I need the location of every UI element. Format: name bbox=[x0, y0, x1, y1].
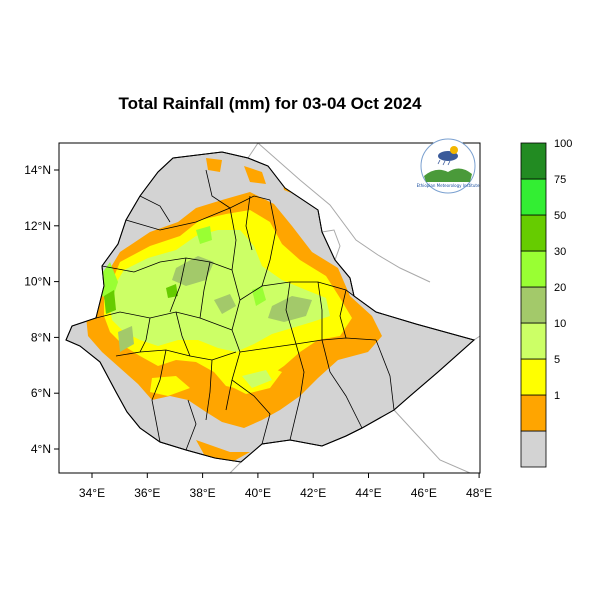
x-tick-label: 42°E bbox=[300, 486, 326, 500]
y-tick-label: 10°N bbox=[24, 275, 51, 289]
x-tick-label: 44°E bbox=[355, 486, 381, 500]
x-tick-label: 48°E bbox=[466, 486, 492, 500]
legend-swatch bbox=[520, 250, 547, 288]
y-tick-label: 6°N bbox=[31, 386, 51, 400]
ethiopia-outline bbox=[65, 151, 476, 463]
x-tick-label: 46°E bbox=[411, 486, 437, 500]
y-tick-label: 8°N bbox=[31, 330, 51, 344]
x-tick-label: 38°E bbox=[190, 486, 216, 500]
legend-colorbar: 1 5 10 20 30 50 75 100 bbox=[520, 138, 572, 468]
legend-label: 50 bbox=[554, 210, 566, 222]
y-axis: 14°N 12°N 10°N 8°N 6°N 4°N bbox=[24, 163, 59, 456]
legend-swatch bbox=[520, 214, 547, 252]
legend-label: 1 bbox=[554, 390, 560, 402]
legend-swatch bbox=[520, 142, 547, 180]
admin-boundaries bbox=[95, 169, 395, 451]
legend-swatch bbox=[520, 286, 547, 324]
map-plot-area bbox=[65, 143, 480, 473]
legend-swatch bbox=[520, 430, 547, 468]
rainfall-class-10-20 bbox=[108, 230, 330, 388]
map-title: Total Rainfall (mm) for 03-04 Oct 2024 bbox=[118, 94, 422, 113]
legend-swatch bbox=[520, 358, 547, 396]
legend-label: 30 bbox=[554, 246, 566, 258]
neighbor-borders bbox=[229, 143, 480, 473]
map-frame bbox=[58, 142, 481, 474]
rainfall-class-20-30 bbox=[118, 256, 312, 352]
legend-swatch bbox=[520, 178, 547, 216]
x-tick-label: 40°E bbox=[245, 486, 271, 500]
y-tick-label: 4°N bbox=[31, 442, 51, 456]
legend-label: 5 bbox=[554, 354, 560, 366]
legend-label: 10 bbox=[554, 318, 566, 330]
y-tick-label: 14°N bbox=[24, 163, 51, 177]
legend-label: 100 bbox=[554, 138, 572, 150]
legend-swatch bbox=[520, 322, 547, 360]
rainfall-class-50-75 bbox=[104, 284, 178, 314]
x-tick-label: 36°E bbox=[134, 486, 160, 500]
legend-label: 75 bbox=[554, 174, 566, 186]
legend-label: 20 bbox=[554, 282, 566, 294]
x-tick-label: 34°E bbox=[79, 486, 105, 500]
x-axis: 34°E 36°E 38°E 40°E 42°E 44°E 46°E 48°E bbox=[79, 473, 492, 500]
ethiopian-meteorology-institute-logo: Ethiopian Meteorology Institute bbox=[417, 138, 480, 194]
legend-swatch bbox=[520, 394, 547, 432]
y-tick-label: 12°N bbox=[24, 219, 51, 233]
logo-caption: Ethiopian Meteorology Institute bbox=[417, 183, 480, 188]
